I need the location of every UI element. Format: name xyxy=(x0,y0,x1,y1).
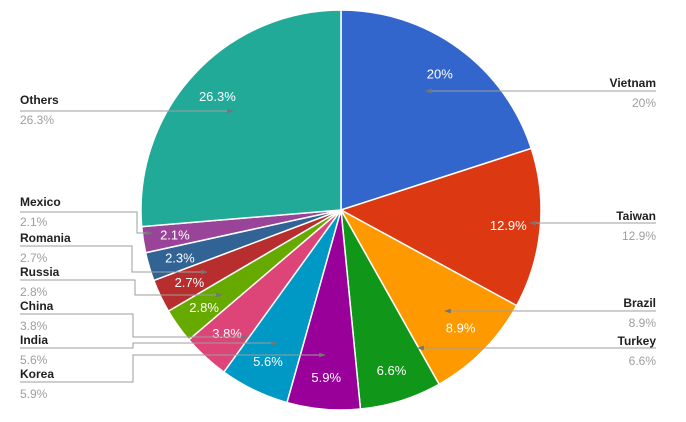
slice-percent-label: 8.9% xyxy=(446,321,476,336)
pie-slice-brazil[interactable] xyxy=(340,209,518,386)
slice-percent-label: 2.1% xyxy=(160,228,190,243)
leader-line-korea xyxy=(20,352,327,383)
pie-slice-taiwan[interactable] xyxy=(340,147,542,307)
slice-percent-label: 2.3% xyxy=(165,250,195,265)
leader-line-india xyxy=(20,340,279,349)
slice-percent-label: 2.8% xyxy=(189,300,219,315)
slice-percent-label: 3.8% xyxy=(212,326,242,341)
slice-percent-label: 6.6% xyxy=(377,363,407,378)
slice-percent-label: 5.9% xyxy=(311,370,341,385)
slice-percent-label: 12.9% xyxy=(490,218,527,233)
pie-slice-vietnam[interactable] xyxy=(340,9,533,211)
leader-line-russia xyxy=(20,279,224,298)
slice-percent-label: 20% xyxy=(427,67,453,82)
slice-percent-label: 2.7% xyxy=(175,275,205,290)
pie-slice-others[interactable] xyxy=(140,9,342,228)
leader-line-mexico xyxy=(20,211,154,236)
leader-line-romania xyxy=(20,245,209,275)
leader-line-china xyxy=(20,313,249,340)
slice-percent-label: 26.3% xyxy=(199,89,236,104)
slice-percent-label: 5.6% xyxy=(253,354,283,369)
